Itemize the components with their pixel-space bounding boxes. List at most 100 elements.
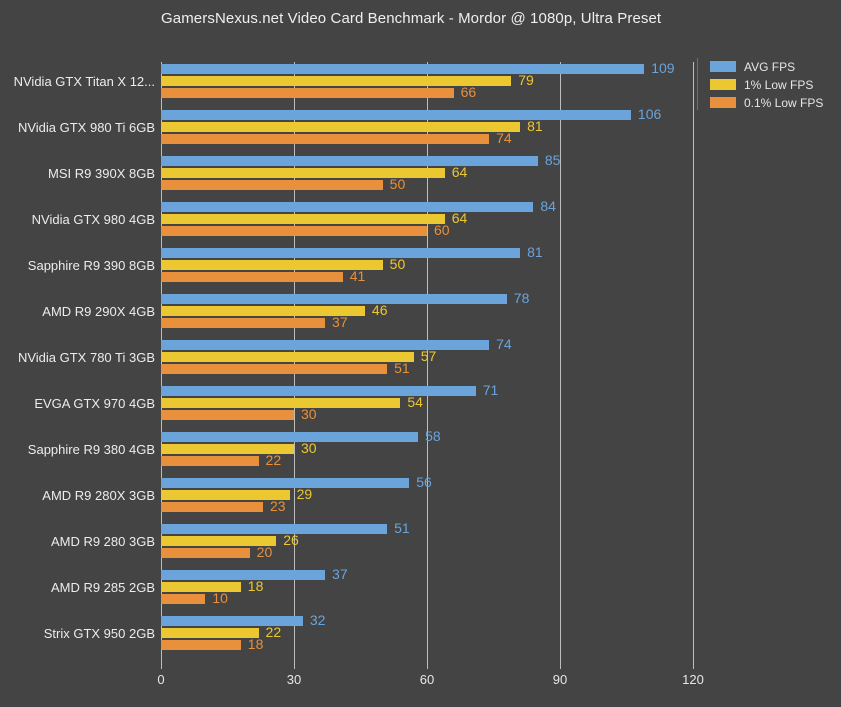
bar-value-label: 71 <box>482 382 499 398</box>
bar-value-label: 79 <box>518 72 534 88</box>
bar-value-label: 85 <box>544 152 561 168</box>
bar[interactable] <box>161 202 534 212</box>
bar-group: 84 64 60 <box>161 198 693 238</box>
bar[interactable] <box>161 444 294 454</box>
bar[interactable] <box>161 226 427 236</box>
bar-value-label: 50 <box>389 176 406 192</box>
bar[interactable] <box>161 134 490 144</box>
tick-stub-90 <box>560 660 561 669</box>
legend-swatch-icon <box>710 79 736 90</box>
category-label: Sapphire R9 390 8GB <box>27 258 155 273</box>
bar-value-label: 30 <box>301 440 317 456</box>
chart-title: GamersNexus.net Video Card Benchmark - M… <box>161 10 662 27</box>
bar[interactable] <box>161 180 383 190</box>
bar[interactable] <box>161 594 206 604</box>
bar-value-label: 23 <box>269 498 286 514</box>
legend-item[interactable]: 0.1% Low FPS <box>710 94 823 111</box>
bar[interactable] <box>161 478 410 488</box>
bar[interactable] <box>161 616 303 626</box>
bar-value-label: 58 <box>425 428 441 444</box>
bar[interactable] <box>161 248 521 258</box>
bar-value-label: 41 <box>349 268 366 284</box>
bar-value-label: 66 <box>460 84 477 100</box>
bar-value-label: 81 <box>527 118 543 134</box>
gridline-90 <box>560 62 561 660</box>
bar-value-label: 54 <box>407 394 423 410</box>
category-label: EVGA GTX 970 4GB <box>34 396 155 411</box>
bar-value-label: 37 <box>332 566 348 582</box>
legend-swatch-icon <box>710 97 736 108</box>
bar[interactable] <box>161 318 326 328</box>
bar-group: 81 50 41 <box>161 244 693 284</box>
bar[interactable] <box>161 306 365 316</box>
category-label: MSI R9 390X 8GB <box>48 166 155 181</box>
x-tick-label: 60 <box>419 672 435 687</box>
bar-value-label: 78 <box>513 290 530 306</box>
bar[interactable] <box>161 628 259 638</box>
bar[interactable] <box>161 76 512 86</box>
category-label: Strix GTX 950 2GB <box>43 626 155 641</box>
bar[interactable] <box>161 122 521 132</box>
bar-group: 58 30 22 <box>161 428 693 468</box>
bar-value-label: 74 <box>496 336 512 352</box>
bar-group: 32 22 18 <box>161 612 693 652</box>
bar-value-label: 22 <box>265 624 282 640</box>
category-label: NVidia GTX Titan X 12... <box>13 74 155 89</box>
bar[interactable] <box>161 536 277 546</box>
bar-value-label: 30 <box>301 406 317 422</box>
category-label: NVidia GTX 780 Ti 3GB <box>17 350 155 365</box>
bar[interactable] <box>161 570 326 580</box>
x-tick-label: 120 <box>682 672 704 687</box>
bar[interactable] <box>161 582 241 592</box>
bar-group: 109 79 66 <box>161 60 693 100</box>
bar[interactable] <box>161 456 259 466</box>
legend: AVG FPS 1% Low FPS 0.1% Low FPS <box>697 58 823 110</box>
legend-label: 1% Low FPS <box>744 77 814 92</box>
bar-value-label: 20 <box>256 544 273 560</box>
bar-value-label: 106 <box>637 106 662 122</box>
bar[interactable] <box>161 640 241 650</box>
bar[interactable] <box>161 294 507 304</box>
bar[interactable] <box>161 156 538 166</box>
bar-value-label: 22 <box>265 452 282 468</box>
bar-value-label: 37 <box>332 314 348 330</box>
bar-value-label: 60 <box>434 222 450 238</box>
bar-group: 106 81 74 <box>161 106 693 146</box>
bar-group: 56 29 23 <box>161 474 693 514</box>
bar[interactable] <box>161 502 263 512</box>
bar[interactable] <box>161 272 343 282</box>
bar[interactable] <box>161 260 383 270</box>
bar[interactable] <box>161 490 290 500</box>
bar[interactable] <box>161 340 490 350</box>
category-label: AMD R9 285 2GB <box>50 580 155 595</box>
bar[interactable] <box>161 64 645 74</box>
tick-stub-120 <box>693 660 694 669</box>
bar-value-label: 29 <box>296 486 313 502</box>
bar-value-label: 51 <box>394 360 410 376</box>
bar[interactable] <box>161 548 250 558</box>
bar[interactable] <box>161 352 414 362</box>
bar-value-label: 26 <box>283 532 299 548</box>
bar[interactable] <box>161 432 419 442</box>
bar-value-label: 32 <box>309 612 326 628</box>
bar[interactable] <box>161 168 445 178</box>
bar-value-label: 81 <box>527 244 543 260</box>
bar[interactable] <box>161 110 631 120</box>
bar[interactable] <box>161 214 445 224</box>
bar-value-label: 51 <box>394 520 410 536</box>
bar[interactable] <box>161 410 294 420</box>
legend-item[interactable]: 1% Low FPS <box>710 76 823 93</box>
legend-label: 0.1% Low FPS <box>744 95 824 110</box>
x-tick-label: 30 <box>286 672 302 687</box>
bar[interactable] <box>161 386 476 396</box>
category-label: NVidia GTX 980 Ti 6GB <box>17 120 155 135</box>
legend-item[interactable]: AVG FPS <box>710 58 823 75</box>
bar[interactable] <box>161 88 454 98</box>
bar-value-label: 109 <box>651 60 675 76</box>
bar[interactable] <box>161 524 388 534</box>
bar-value-label: 64 <box>451 210 468 226</box>
bar[interactable] <box>161 364 388 374</box>
bar[interactable] <box>161 398 401 408</box>
bar-group: 85 64 50 <box>161 152 693 192</box>
